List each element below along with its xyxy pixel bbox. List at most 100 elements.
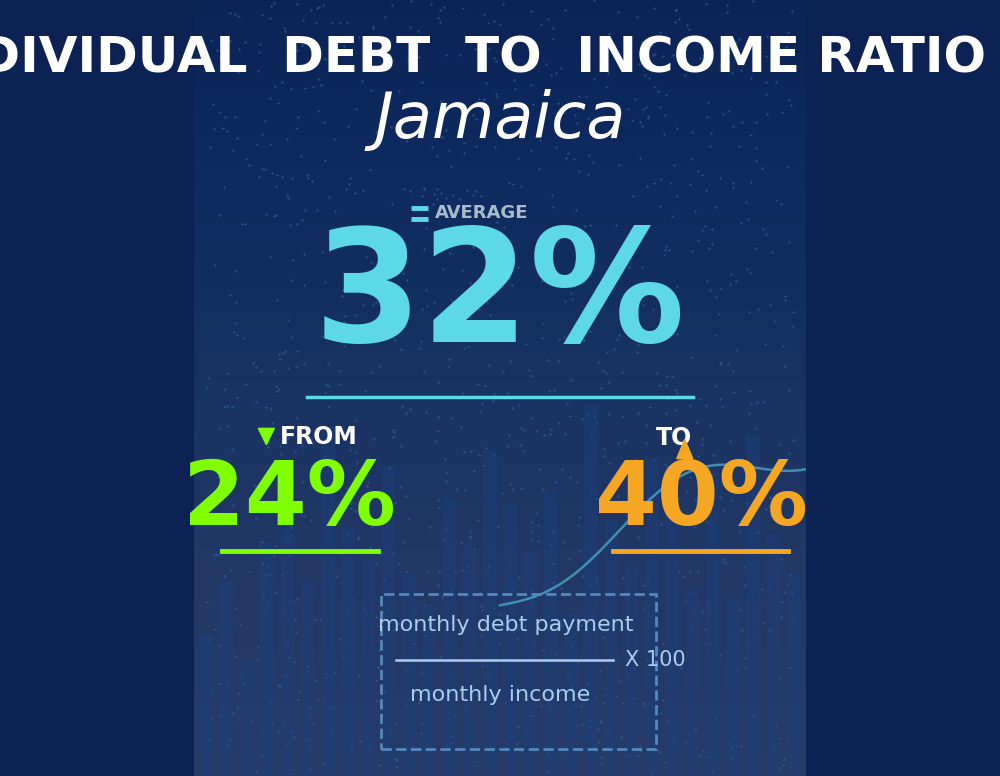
Point [219,400,235,412]
Point [495,54,511,66]
Point [260,441,276,453]
Point [389,753,405,766]
Point [525,591,541,603]
Point [658,240,674,252]
Point [414,190,430,203]
Point [429,151,445,163]
Point [694,223,710,236]
Point [283,83,299,95]
Point [542,538,558,550]
Point [531,162,547,175]
Point [421,668,437,681]
Point [288,411,304,424]
Point [254,558,270,570]
Point [636,697,652,709]
Point [581,729,597,742]
Point [699,275,715,287]
Point [729,665,745,677]
Point [335,650,351,663]
Point [365,21,381,33]
Point [624,113,640,126]
Point [712,650,728,662]
Point [505,178,521,190]
Point [698,399,714,411]
Point [578,90,594,102]
Point [280,48,296,61]
Point [348,414,364,427]
Point [248,396,264,408]
Point [564,681,580,693]
Point [499,210,515,222]
Point [376,61,392,74]
Point [707,380,723,393]
Point [455,2,471,15]
Point [697,623,713,636]
Point [432,4,448,16]
Point [725,181,741,193]
Point [548,141,564,154]
Point [692,52,708,64]
Point [206,123,222,135]
Point [424,140,440,153]
Point [304,175,320,187]
Point [564,640,580,653]
Point [601,616,617,629]
Point [673,46,689,58]
Point [416,182,432,194]
Point [681,23,697,36]
Point [545,201,561,213]
Point [774,595,790,608]
Point [398,407,414,419]
Point [382,727,398,740]
Point [625,649,641,661]
Point [311,1,327,13]
Point [570,102,586,115]
Point [708,328,724,341]
Point [707,712,723,725]
Point [538,58,554,71]
Point [223,513,239,525]
Point [748,154,764,167]
Point [582,719,598,732]
Point [588,572,604,584]
Point [615,572,631,584]
Point [280,431,296,444]
Bar [382,466,395,776]
Point [438,49,454,61]
Point [201,517,217,529]
Point [528,424,544,437]
Point [582,324,598,337]
Point [311,73,327,85]
Point [653,331,669,343]
Point [644,769,660,776]
Point [748,142,764,154]
Point [381,462,397,475]
Point [332,16,348,29]
Point [231,9,247,22]
Point [203,687,219,699]
Point [338,481,354,494]
Bar [301,582,314,776]
Point [234,217,250,230]
Point [368,674,384,686]
Point [659,369,675,382]
Point [576,334,592,347]
Point [238,152,254,165]
Point [385,431,401,443]
Point [678,594,694,607]
Point [743,176,759,189]
Point [757,338,773,350]
Point [496,651,512,663]
Point [659,460,675,473]
Point [414,667,430,679]
Point [751,593,767,605]
Point [443,159,459,171]
Point [411,50,427,63]
Point [395,267,411,279]
Point [340,318,356,331]
Point [559,397,575,409]
Point [327,666,343,678]
Point [700,461,716,473]
Point [637,69,653,81]
Point [268,379,284,392]
